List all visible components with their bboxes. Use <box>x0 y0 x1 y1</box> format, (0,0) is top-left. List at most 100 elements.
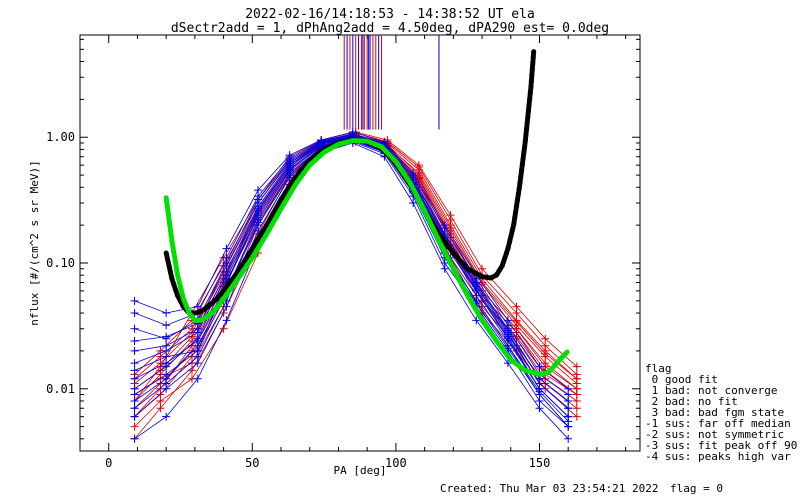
axes-layer: 0 50 100 150 0.01 0.10 1.00 <box>46 35 640 470</box>
legend: flag 0 good fit 1 bad: not converge 2 ba… <box>645 362 797 463</box>
red-data-point <box>572 374 581 383</box>
blue-data-point <box>503 341 512 350</box>
blue-series-5 <box>130 132 573 413</box>
x-tick-label: 0 <box>105 456 112 470</box>
blue-data-point <box>162 321 171 330</box>
blue-data-point <box>535 362 544 371</box>
footer-flag: flag = 0 <box>670 482 723 495</box>
blue-series-12 <box>130 134 573 421</box>
y-tick-label: 0.10 <box>46 256 75 270</box>
blue-data-point <box>564 404 573 413</box>
blue-data-point <box>222 253 231 262</box>
legend-entry: -3 sus: fit peak off 90 <box>645 439 797 452</box>
red-series-line <box>134 139 578 440</box>
blue-series-line <box>134 142 569 440</box>
blue-data-point <box>130 324 139 333</box>
blue-data-point <box>409 198 418 207</box>
blue-data-point <box>130 366 139 375</box>
red-data-point <box>446 215 455 224</box>
blue-data-point <box>162 359 171 368</box>
x-tick-label: 150 <box>529 456 551 470</box>
blue-data-point <box>130 434 139 443</box>
blue-data-point <box>162 346 171 355</box>
blue-data-point <box>162 309 171 318</box>
blue-data-point <box>130 412 139 421</box>
blue-data-point <box>503 359 512 368</box>
blue-data-point <box>535 404 544 413</box>
blue-series-13 <box>130 136 573 426</box>
y-tick-label: 0.01 <box>46 382 75 396</box>
red-data-point <box>572 362 581 371</box>
legend-entry: 0 good fit <box>645 373 718 386</box>
chart-title-line1: 2022-02-16/14:18:53 - 14:38:52 UT ela <box>245 7 535 22</box>
red-data-point <box>541 341 550 350</box>
blue-data-point <box>162 412 171 421</box>
legend-title: flag <box>645 362 672 375</box>
red-data-point <box>541 359 550 368</box>
blue-data-point <box>130 404 139 413</box>
blue-data-point <box>130 296 139 305</box>
blue-data-point <box>130 309 139 318</box>
y-tick-label: 1.00 <box>46 130 75 144</box>
blue-data-point <box>193 346 202 355</box>
blue-data-point <box>440 264 449 273</box>
red-series-line <box>134 136 578 417</box>
red-data-point <box>572 384 581 393</box>
red-series-4 <box>130 137 581 431</box>
blue-series-4 <box>130 137 573 431</box>
legend-entry: 3 bad: bad fgm state <box>645 406 784 419</box>
blue-data-point <box>535 387 544 396</box>
blue-series-line <box>134 136 569 409</box>
x-axis-label: PA [deg] <box>334 464 387 477</box>
blue-data-point <box>472 316 481 325</box>
chart-title-line2: dSectr2add = 1, dPhAng2add = 4.50deg, dP… <box>171 21 609 36</box>
blue-series-line <box>134 139 569 427</box>
red-data-point <box>541 349 550 358</box>
data-layer <box>130 35 581 443</box>
legend-entry: 2 bad: no fit <box>645 395 738 408</box>
blue-data-point <box>564 396 573 405</box>
blue-data-point <box>193 336 202 345</box>
red-data-point <box>541 334 550 343</box>
legend-entry: -4 sus: peaks high var <box>645 450 791 463</box>
red-data-point <box>572 412 581 421</box>
fit-curve-green <box>163 138 571 377</box>
blue-data-point <box>130 359 139 368</box>
blue-data-point <box>222 261 231 270</box>
blue-series-10 <box>130 132 573 413</box>
blue-series-9 <box>130 136 573 431</box>
x-tick-label: 50 <box>245 456 259 470</box>
blue-data-point <box>254 211 263 220</box>
red-data-point <box>156 390 165 399</box>
blue-series-0 <box>130 134 573 421</box>
blue-data-point <box>222 244 231 253</box>
blue-data-point <box>254 192 263 201</box>
red-data-point <box>130 422 139 431</box>
blue-data-point <box>440 223 449 232</box>
blue-data-point <box>162 379 171 388</box>
blue-data-point <box>130 336 139 345</box>
legend-entry: 1 bad: not converge <box>645 384 777 397</box>
blue-data-point <box>254 218 263 227</box>
y-axis-label: nflux [#/(cm^2 s sr MeV)] <box>28 160 41 326</box>
red-data-point <box>156 404 165 413</box>
blue-data-point <box>222 316 231 325</box>
blue-series-7 <box>130 138 573 443</box>
blue-data-point <box>222 271 231 280</box>
blue-series-6 <box>130 133 573 421</box>
red-series-7 <box>130 136 581 443</box>
footer-created: Created: Thu Mar 03 23:54:21 2022 <box>440 482 659 495</box>
legend-entry: -2 sus: not symmetric <box>645 428 784 441</box>
blue-data-point <box>193 328 202 337</box>
blue-data-point <box>162 370 171 379</box>
red-data-point <box>572 404 581 413</box>
blue-data-point <box>564 417 573 426</box>
blue-data-point <box>130 346 139 355</box>
blue-data-point <box>472 280 481 289</box>
blue-data-point <box>193 374 202 383</box>
red-series-line <box>134 139 578 418</box>
blue-series-3 <box>130 135 573 431</box>
blue-series-8 <box>130 130 573 399</box>
blue-data-point <box>503 326 512 335</box>
